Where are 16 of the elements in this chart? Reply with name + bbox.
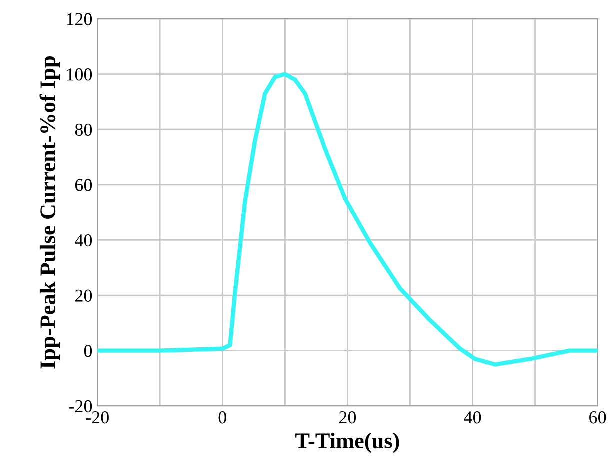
x-tick-label: -20 (86, 412, 109, 424)
x-tick-label: 20 (339, 412, 356, 424)
y-tick-label: 120 (67, 13, 92, 26)
y-tick-label: 80 (75, 124, 92, 136)
y-tick-label: 60 (75, 179, 92, 192)
x-tick-label: 40 (464, 412, 482, 424)
line-series (98, 72, 598, 367)
y-tick-label: 0 (84, 345, 92, 358)
y-tick-label: 40 (75, 234, 92, 247)
y-tick-label: 100 (67, 68, 92, 81)
x-axis-title: T-Time(us) (296, 432, 400, 454)
y-tick-label: 20 (75, 290, 92, 302)
x-tick-label: 60 (590, 412, 606, 424)
x-tick-label: 0 (218, 412, 226, 424)
y-axis-title: Ipp-Peak Pulse Current-%of Ipp (40, 56, 60, 369)
y-tick-label: -20 (69, 400, 92, 413)
